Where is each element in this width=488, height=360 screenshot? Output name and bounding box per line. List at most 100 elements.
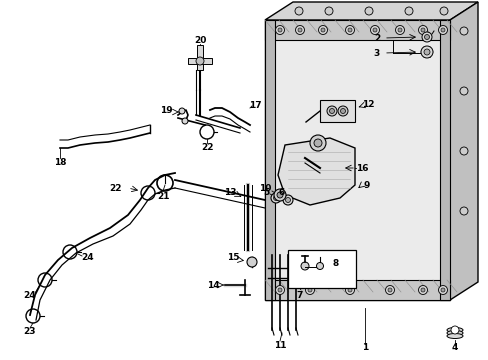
Circle shape [326, 106, 336, 116]
Text: 10: 10 [258, 184, 271, 193]
Circle shape [345, 26, 354, 35]
Circle shape [459, 87, 467, 95]
Text: 5: 5 [263, 188, 268, 197]
Circle shape [347, 28, 351, 32]
Bar [287, 250, 355, 288]
Text: 18: 18 [54, 158, 66, 166]
Ellipse shape [446, 328, 462, 333]
Text: 22: 22 [109, 184, 122, 193]
Circle shape [418, 285, 427, 294]
Circle shape [276, 192, 283, 198]
Text: 24: 24 [23, 291, 36, 300]
Circle shape [459, 147, 467, 155]
Circle shape [337, 106, 347, 116]
Circle shape [372, 28, 376, 32]
Circle shape [270, 193, 281, 203]
Text: 4: 4 [451, 343, 457, 352]
Circle shape [313, 139, 321, 147]
Circle shape [420, 288, 424, 292]
Ellipse shape [446, 330, 462, 336]
Circle shape [440, 28, 444, 32]
Text: 19: 19 [160, 105, 172, 114]
Circle shape [423, 49, 429, 55]
Circle shape [439, 7, 447, 15]
Circle shape [387, 288, 391, 292]
Circle shape [418, 26, 427, 35]
Circle shape [294, 7, 303, 15]
Bar [264, 20, 449, 300]
Circle shape [273, 195, 278, 201]
Circle shape [459, 27, 467, 35]
Circle shape [438, 285, 447, 294]
Text: 8: 8 [332, 260, 339, 269]
Circle shape [440, 288, 444, 292]
Text: 24: 24 [81, 253, 94, 262]
Polygon shape [264, 2, 477, 20]
Circle shape [404, 7, 412, 15]
Circle shape [307, 288, 311, 292]
Bar [264, 20, 274, 300]
Circle shape [450, 326, 458, 334]
Circle shape [459, 207, 467, 215]
Circle shape [309, 135, 325, 151]
Bar [319, 100, 354, 122]
Bar [197, 45, 203, 70]
Circle shape [196, 57, 203, 65]
Circle shape [325, 7, 332, 15]
Circle shape [424, 35, 428, 40]
Circle shape [395, 26, 404, 35]
Circle shape [397, 28, 401, 32]
Text: 11: 11 [273, 341, 285, 350]
Ellipse shape [446, 333, 462, 338]
Text: 6: 6 [278, 188, 285, 197]
Circle shape [275, 285, 284, 294]
Circle shape [347, 288, 351, 292]
Bar [187, 58, 212, 64]
Circle shape [246, 257, 257, 267]
Text: 23: 23 [24, 328, 36, 337]
Circle shape [316, 262, 323, 270]
Circle shape [285, 198, 290, 202]
Circle shape [364, 7, 372, 15]
Text: 21: 21 [157, 192, 169, 201]
Text: 20: 20 [193, 36, 206, 45]
Circle shape [421, 32, 431, 42]
Circle shape [320, 28, 325, 32]
Circle shape [179, 108, 184, 114]
Text: 13: 13 [224, 188, 236, 197]
Text: 16: 16 [355, 163, 367, 172]
Circle shape [278, 28, 282, 32]
Text: 3: 3 [373, 49, 379, 58]
Circle shape [329, 108, 334, 113]
Circle shape [438, 26, 447, 35]
Text: 1: 1 [361, 343, 367, 352]
Circle shape [305, 285, 314, 294]
Circle shape [318, 26, 327, 35]
Text: 22: 22 [201, 143, 213, 152]
Circle shape [283, 195, 292, 205]
Circle shape [420, 46, 432, 58]
Text: 7: 7 [296, 291, 303, 300]
Text: 14: 14 [206, 280, 219, 289]
Circle shape [385, 285, 394, 294]
Circle shape [345, 285, 354, 294]
Text: 9: 9 [363, 180, 369, 189]
Circle shape [275, 26, 284, 35]
Text: 2: 2 [373, 33, 379, 42]
Circle shape [370, 26, 379, 35]
Bar [264, 20, 449, 40]
Circle shape [278, 288, 282, 292]
Circle shape [295, 26, 304, 35]
Text: 17: 17 [248, 100, 261, 109]
Circle shape [273, 189, 285, 201]
Text: 15: 15 [226, 253, 239, 262]
Text: 12: 12 [361, 99, 373, 108]
Circle shape [340, 108, 345, 113]
Bar [439, 20, 449, 300]
Polygon shape [449, 2, 477, 300]
Bar [264, 280, 449, 300]
Polygon shape [278, 138, 354, 205]
Circle shape [182, 118, 187, 124]
Circle shape [297, 28, 302, 32]
Circle shape [420, 28, 424, 32]
